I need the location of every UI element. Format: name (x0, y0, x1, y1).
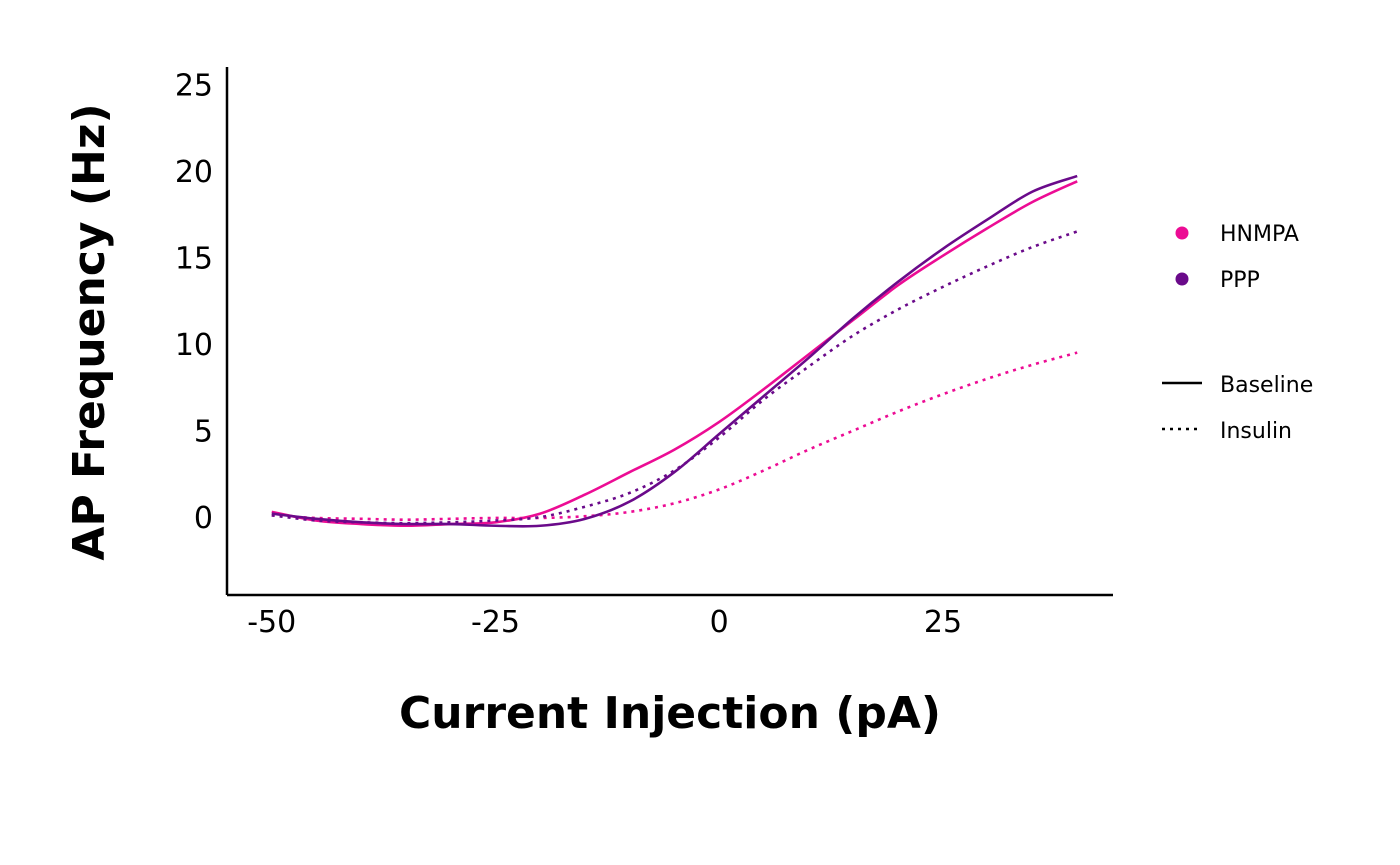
y-tick-labels: 0 5 10 15 20 25 (175, 68, 213, 536)
y-tick-label: 15 (175, 241, 213, 276)
x-tick-label: 0 (710, 605, 729, 640)
y-tick-label: 0 (194, 501, 213, 536)
legend-item-insulin: Insulin (1162, 419, 1292, 444)
series-line-hnmpa-baseline (271, 180, 1078, 528)
plot-lines (271, 174, 1078, 528)
x-tick-label: -50 (247, 605, 296, 640)
y-axis-title: AP Frequency (Hz) (64, 103, 115, 560)
y-tick-label: 25 (175, 68, 213, 103)
legend-label-ppp: PPP (1220, 268, 1260, 293)
series-line-ppp-baseline (271, 174, 1078, 528)
series-line-ppp-insulin (271, 230, 1078, 525)
legend-marker-hnmpa (1175, 226, 1189, 240)
legend: HNMPA PPP Baseline Insulin (1162, 222, 1313, 444)
x-axis-title: Current Injection (pA) (399, 688, 941, 739)
y-tick-label: 20 (175, 155, 213, 190)
legend-label-insulin: Insulin (1220, 419, 1292, 444)
legend-item-hnmpa: HNMPA (1175, 222, 1299, 247)
axes (225, 67, 1113, 597)
legend-label-hnmpa: HNMPA (1220, 222, 1299, 247)
y-tick-label: 5 (194, 415, 213, 450)
x-tick-label: 25 (924, 605, 962, 640)
series-line-hnmpa-insulin (271, 351, 1078, 522)
legend-marker-ppp (1175, 272, 1189, 286)
x-tick-labels: -50 -25 0 25 (247, 605, 962, 640)
y-tick-label: 10 (175, 328, 213, 363)
legend-label-baseline: Baseline (1220, 373, 1313, 398)
legend-item-baseline: Baseline (1162, 373, 1313, 398)
x-tick-label: -25 (471, 605, 520, 640)
legend-item-ppp: PPP (1175, 268, 1260, 293)
